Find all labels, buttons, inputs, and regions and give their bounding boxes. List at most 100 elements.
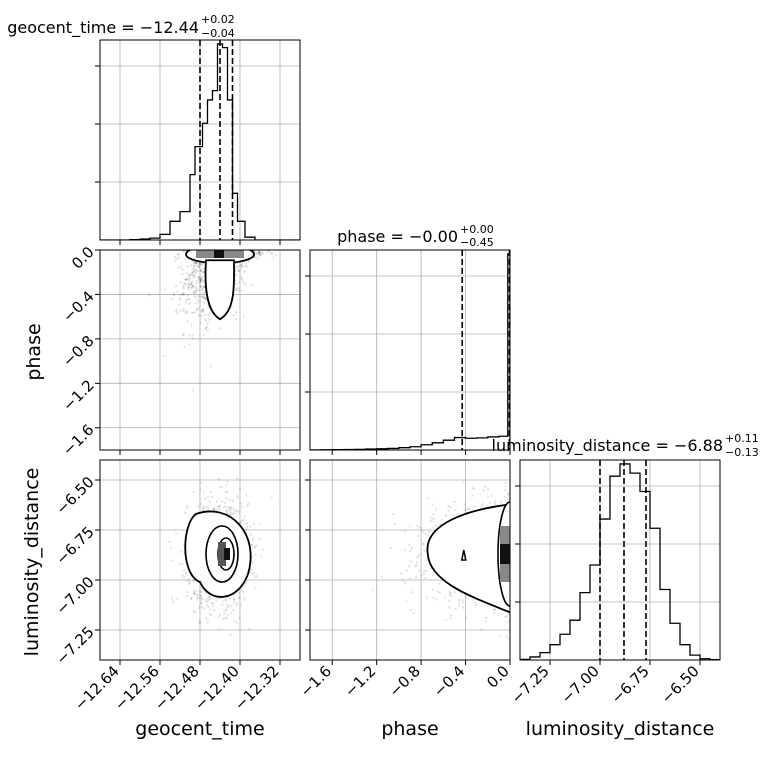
sample-point bbox=[199, 269, 202, 272]
sample-point bbox=[422, 543, 425, 546]
sample-point bbox=[195, 282, 198, 285]
sample-point bbox=[237, 592, 240, 595]
sample-point bbox=[205, 505, 208, 508]
sample-point bbox=[192, 264, 196, 267]
sample-point bbox=[192, 284, 195, 288]
sample-point bbox=[260, 251, 263, 254]
sample-point bbox=[255, 574, 258, 578]
sample-point bbox=[224, 598, 227, 601]
sample-point bbox=[269, 252, 273, 255]
sample-point bbox=[240, 265, 243, 268]
sample-point bbox=[246, 525, 249, 528]
x-tick-label: −6.50 bbox=[658, 662, 703, 707]
sample-point bbox=[243, 596, 246, 599]
y-tick-label: −1.2 bbox=[59, 376, 97, 414]
sample-point bbox=[237, 265, 240, 268]
sample-point bbox=[422, 531, 425, 534]
sample-point bbox=[171, 600, 175, 604]
sample-point bbox=[197, 505, 200, 508]
sample-point bbox=[174, 310, 178, 313]
sample-point bbox=[182, 293, 185, 296]
sample-point bbox=[162, 354, 165, 357]
sample-point bbox=[200, 590, 203, 594]
sample-point bbox=[506, 493, 509, 496]
sample-point bbox=[209, 491, 212, 494]
sample-point bbox=[185, 283, 188, 286]
sample-point bbox=[235, 509, 238, 512]
sample-point bbox=[182, 287, 185, 290]
sample-point bbox=[230, 604, 233, 607]
sample-point bbox=[192, 579, 195, 582]
ylabel-phase: phase bbox=[23, 323, 45, 380]
sample-point bbox=[178, 563, 181, 566]
sample-point bbox=[188, 274, 191, 277]
sample-point bbox=[218, 508, 221, 511]
sample-point bbox=[239, 502, 242, 505]
sample-point bbox=[400, 572, 403, 575]
sample-point bbox=[212, 605, 215, 608]
sample-point bbox=[448, 591, 451, 594]
hist-phase bbox=[305, 249, 511, 455]
x-tick-label: 0.0 bbox=[483, 662, 513, 692]
sample-point bbox=[257, 251, 261, 254]
sample-point bbox=[194, 261, 197, 264]
sample-point bbox=[200, 310, 203, 313]
sample-point bbox=[206, 496, 210, 499]
sample-point bbox=[405, 600, 408, 603]
sample-point bbox=[425, 569, 428, 572]
sample-point bbox=[226, 510, 229, 513]
sample-point bbox=[182, 250, 185, 253]
sample-point bbox=[456, 512, 459, 516]
sample-point bbox=[232, 508, 235, 511]
sample-point bbox=[222, 505, 226, 509]
sample-point bbox=[198, 606, 201, 609]
sample-point bbox=[467, 507, 470, 511]
sample-point bbox=[186, 591, 189, 594]
sample-point bbox=[188, 279, 191, 282]
sample-point bbox=[505, 615, 508, 618]
sample-point bbox=[242, 590, 245, 594]
histogram-step bbox=[310, 253, 510, 450]
sample-point bbox=[196, 596, 199, 599]
sample-point bbox=[193, 261, 196, 264]
sample-point bbox=[271, 256, 274, 259]
sample-point bbox=[435, 598, 438, 601]
sample-point bbox=[484, 620, 487, 623]
sample-point bbox=[472, 598, 475, 601]
sample-point bbox=[389, 546, 392, 550]
sample-point bbox=[235, 265, 239, 268]
sample-point bbox=[174, 259, 177, 262]
sample-point bbox=[232, 594, 235, 598]
sample-point bbox=[414, 576, 418, 579]
sample-point bbox=[193, 261, 196, 264]
x-tick-label: −0.8 bbox=[385, 662, 423, 700]
sample-point bbox=[249, 571, 252, 574]
sample-point bbox=[186, 310, 189, 313]
sample-point bbox=[192, 590, 196, 593]
sample-point bbox=[230, 505, 233, 509]
sample-point bbox=[198, 276, 201, 279]
sample-point bbox=[185, 298, 189, 301]
sample-point bbox=[207, 599, 210, 602]
density-cell bbox=[214, 250, 224, 258]
sample-point bbox=[421, 542, 425, 545]
title-phase-upper: +0.00 bbox=[460, 223, 494, 236]
title-phase-lower: −0.45 bbox=[460, 236, 494, 249]
sample-point bbox=[201, 295, 204, 298]
sample-point bbox=[242, 281, 245, 284]
sample-point bbox=[257, 251, 260, 254]
sample-point bbox=[201, 309, 205, 312]
sample-point bbox=[198, 281, 201, 284]
sample-point bbox=[194, 611, 197, 614]
sample-point bbox=[187, 580, 190, 583]
sample-point bbox=[218, 486, 222, 489]
sample-point bbox=[434, 508, 438, 511]
sample-point bbox=[204, 297, 207, 300]
sample-point bbox=[253, 571, 256, 574]
sample-point bbox=[198, 262, 201, 265]
sample-point bbox=[192, 276, 195, 279]
sample-point bbox=[403, 530, 406, 533]
sample-point bbox=[198, 278, 202, 281]
sample-point bbox=[432, 526, 435, 529]
sample-point bbox=[205, 600, 209, 603]
